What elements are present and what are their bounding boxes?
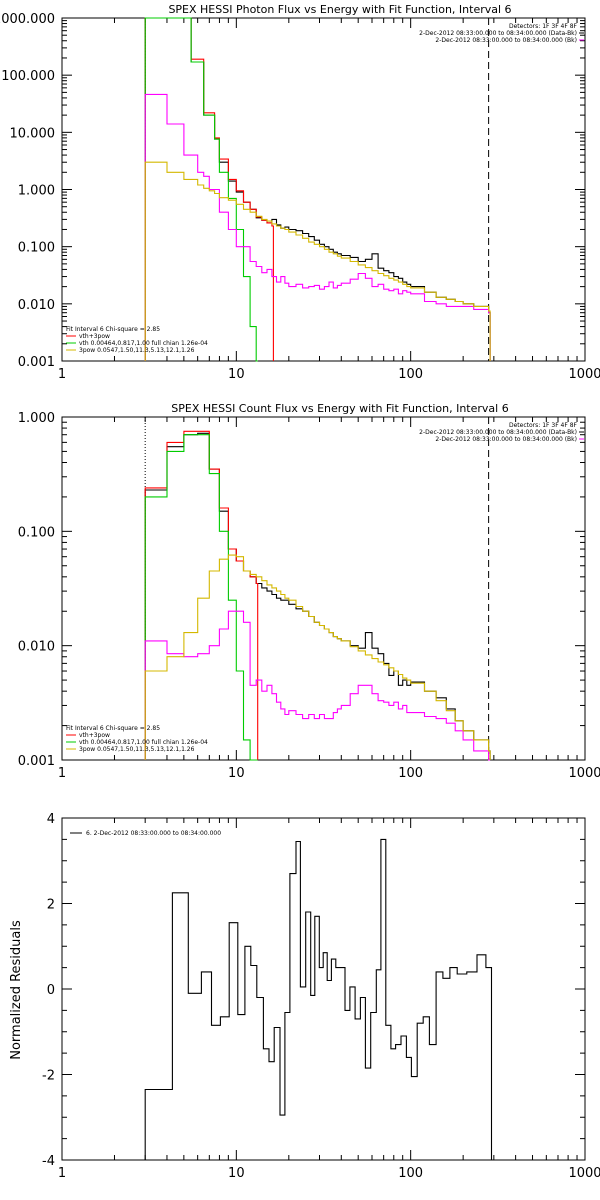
series-line-1-1 [144, 430, 259, 760]
x-tick-label: 10 [228, 367, 245, 382]
series-line-0-4 [144, 161, 491, 361]
x-tick-label: 10 [228, 766, 245, 781]
legend-entry: 6. 2-Dec-2012 08:33:00.000 to 08:34:00.0… [86, 830, 221, 837]
x-tick-label: 100 [398, 766, 423, 781]
x-tick-label: 1000 [568, 766, 600, 781]
y-tick-label: 1000.000 [0, 12, 55, 27]
series-line-1-3 [144, 610, 491, 761]
series-line-1-0 [144, 432, 491, 760]
y-tick-label: 2 [47, 898, 55, 913]
series-line-0-3 [144, 93, 491, 361]
y-tick-label: 0.100 [18, 525, 55, 540]
plot-frame-0 [61, 17, 586, 362]
legend-entry: vth 0.00464,0.817,1.00 full chian 1.26e-… [79, 739, 208, 746]
y-tick-label: 1.000 [18, 411, 55, 426]
count-chart-title: SPEX HESSI Count Flux vs Energy with Fit… [171, 402, 508, 415]
y-tick-label: 0.010 [18, 298, 55, 313]
legend-entry: Fit Interval 6 Chi-square = 2.85 [66, 326, 160, 333]
y-tick-label: 4 [47, 812, 55, 827]
y-tick-label: 0.100 [18, 241, 55, 256]
y-tick-label: 1.000 [18, 184, 55, 199]
x-tick-label: 10 [228, 1166, 245, 1181]
info-line: 2-Dec-2012 08:33:00.000 to 08:34:00.000 … [435, 436, 577, 443]
y-tick-label: 0.001 [18, 754, 55, 769]
photon-chart-title: SPEX HESSI Photon Flux vs Energy with Fi… [168, 3, 511, 16]
x-tick-label: 1000 [568, 1166, 600, 1181]
info-line: Detectors: 1F 3F 4F 8F [509, 422, 578, 429]
info-line: 2-Dec-2012 08:33:00.000 to 08:34:00.000 … [419, 429, 577, 436]
legend-entry: 3pow 0.0547,1.50,11.3,5.13,12.1,1.26 [79, 746, 195, 753]
plot-frame-2 [61, 817, 586, 1161]
y-tick-label: 100.000 [1, 69, 55, 84]
series-line-0-0 [144, 17, 491, 361]
legend-entry: vth 0.00464,0.817,1.00 full chian 1.26e-… [79, 340, 208, 347]
series-line-2-0 [144, 838, 493, 1160]
x-tick-label: 1000 [568, 367, 600, 382]
residuals-ylabel: Normalized Residuals [9, 920, 24, 1060]
y-tick-label: -2 [42, 1069, 55, 1084]
y-tick-label: 0 [47, 983, 55, 998]
x-tick-label: 1 [58, 367, 66, 382]
legend-entry: Fit Interval 6 Chi-square = 2.85 [66, 725, 160, 732]
y-tick-label: 10.000 [10, 126, 56, 141]
legend-entry: vth+3pow [79, 333, 110, 340]
info-line: 2-Dec-2012 08:33:00.000 to 08:34:00.000 … [435, 37, 577, 44]
series-line-1-4 [144, 554, 491, 760]
x-tick-label: 100 [398, 1166, 423, 1181]
info-line: Detectors: 1F 3F 4F 8F [509, 23, 578, 30]
series-line-0-2 [144, 17, 258, 362]
x-tick-label: 100 [398, 367, 423, 382]
legend-entry: vth+3pow [79, 732, 110, 739]
series-line-1-2 [144, 434, 258, 761]
y-tick-label: 0.010 [18, 640, 55, 655]
x-tick-label: 1 [58, 1166, 66, 1181]
y-tick-label: -4 [42, 1154, 55, 1169]
legend-entry: 3pow 0.0547,1.50,11.3,5.13,12.1,1.26 [79, 347, 195, 354]
x-tick-label: 1 [58, 766, 66, 781]
y-tick-label: 0.001 [18, 355, 55, 370]
plot-frame-1 [61, 416, 586, 761]
info-line: 2-Dec-2012 08:33:00.000 to 08:34:00.000 … [419, 30, 577, 37]
